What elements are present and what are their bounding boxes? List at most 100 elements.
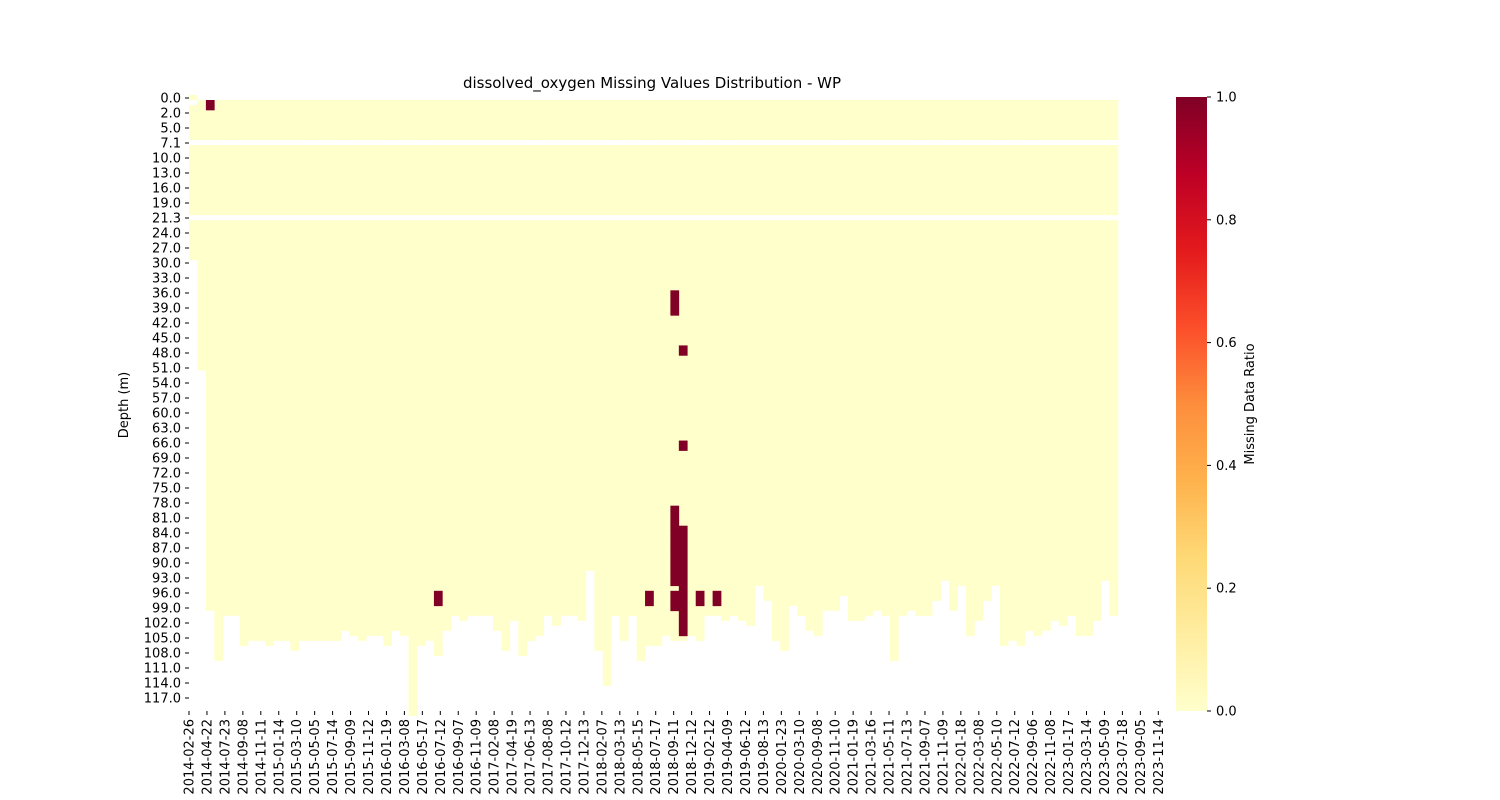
y-tick-label: 21.3 — [152, 212, 181, 227]
x-tick-label: 2018-07-17 — [649, 719, 664, 795]
heatmap-cell-block — [552, 145, 561, 216]
heatmap-cell-block — [788, 220, 798, 606]
heatmap-cell-block — [535, 100, 545, 141]
heatmap-cell-block — [231, 100, 240, 141]
heatmap-cell-block — [248, 220, 257, 641]
y-tick-label: 39.0 — [152, 302, 181, 317]
heatmap-cell-block — [493, 100, 502, 141]
x-tick-label: 2014-11-11 — [254, 719, 269, 795]
x-tick-label: 2016-05-17 — [416, 719, 431, 795]
heatmap-cell-block — [974, 100, 984, 141]
heatmap-cell-block — [619, 220, 629, 641]
heatmap-cell-block — [805, 220, 815, 631]
heatmap-cell-block — [324, 100, 333, 141]
heatmap-cell-block — [239, 220, 249, 646]
x-tick-label: 2014-02-26 — [183, 719, 198, 795]
heatmap-cell-block — [1109, 145, 1119, 216]
missing-cell — [670, 565, 680, 572]
heatmap-cell-block — [932, 100, 941, 141]
y-tick-label: 27.0 — [152, 242, 181, 257]
heatmap-cell-block — [357, 145, 367, 216]
heatmap-cell-block — [797, 145, 806, 216]
heatmap-cell-block — [1050, 100, 1060, 141]
x-tick-label: 2019-06-12 — [739, 719, 754, 795]
x-tick-label: 2014-07-23 — [218, 719, 233, 795]
missing-cell — [670, 525, 680, 532]
heatmap-cell-block — [695, 220, 705, 641]
x-tick-label: 2018-03-13 — [613, 719, 628, 795]
heatmap-cell-block — [366, 220, 376, 636]
heatmap-cell-block — [332, 220, 342, 641]
heatmap-cell-block — [923, 145, 933, 216]
y-tick-label: 36.0 — [152, 287, 181, 302]
x-tick-label: 2015-11-12 — [362, 719, 377, 795]
heatmap-cell-block — [949, 100, 958, 141]
heatmap-cell-block — [349, 145, 359, 216]
heatmap-cell-block — [214, 145, 224, 216]
heatmap-cell-block — [704, 220, 713, 616]
heatmap-cell-block — [678, 100, 688, 141]
missing-cell — [678, 625, 688, 632]
heatmap-cell-block — [628, 145, 637, 216]
heatmap-cell-block — [298, 145, 308, 216]
heatmap-cell-block — [205, 100, 215, 141]
heatmap-cell-block — [906, 100, 916, 141]
heatmap-cell-block — [1058, 220, 1068, 626]
heatmap-cell-block — [543, 220, 553, 616]
heatmap-cell-block — [687, 220, 697, 636]
heatmap-cell-block — [1084, 100, 1093, 141]
x-tick-label: 2015-05-05 — [308, 719, 323, 795]
heatmap-cell-block — [915, 145, 925, 216]
y-tick-label: 30.0 — [152, 257, 181, 272]
heatmap-cell-block — [476, 100, 485, 141]
heatmap-cell-block — [1075, 220, 1085, 636]
y-tick-label: 84.0 — [152, 527, 181, 542]
x-tick-label: 2022-09-06 — [1026, 719, 1041, 795]
y-tick-label: 81.0 — [152, 512, 181, 527]
heatmap-cell-block — [273, 220, 283, 641]
y-tick-label: 2.0 — [160, 107, 181, 122]
x-tick-label: 2021-07-13 — [901, 719, 916, 795]
heatmap-cell-block — [214, 100, 224, 141]
y-tick-label: 102.0 — [144, 617, 181, 632]
heatmap-cell-block — [1008, 100, 1017, 141]
heatmap-cell-block — [509, 100, 519, 141]
heatmap-cell-block — [737, 220, 747, 621]
missing-cell — [678, 530, 688, 537]
heatmap-cell-block — [889, 220, 899, 661]
y-axis-label: Depth (m) — [117, 372, 132, 439]
x-tick-label: 2018-02-07 — [595, 719, 610, 795]
heatmap-cell-block — [864, 220, 874, 616]
y-tick-label: 117.0 — [144, 692, 181, 707]
heatmap-cell-block — [712, 145, 722, 216]
heatmap-cell-block — [873, 145, 882, 216]
heatmap-cell-block — [501, 220, 511, 651]
heatmap-cell-block — [383, 145, 392, 216]
heatmap-cell-block — [349, 100, 359, 141]
heatmap-cell-block — [780, 145, 789, 216]
heatmap-cell-block — [1067, 145, 1077, 216]
heatmap-cell-block — [780, 220, 789, 651]
heatmap-cell-block — [357, 100, 367, 141]
missing-cell — [678, 615, 688, 622]
missing-cell — [695, 590, 705, 597]
heatmap-cell-block — [493, 220, 502, 631]
heatmap-cell-block — [1101, 220, 1110, 581]
heatmap-cell-block — [442, 100, 452, 141]
x-tick-label: 2021-11-09 — [936, 719, 951, 795]
x-tick-label: 2022-01-18 — [954, 719, 969, 795]
heatmap-cell-block — [349, 220, 359, 636]
y-tick-label: 99.0 — [152, 602, 181, 617]
x-tick-label: 2018-09-11 — [667, 719, 682, 795]
heatmap-cell-block — [940, 145, 950, 216]
x-tick-label: 2020-11-10 — [829, 719, 844, 795]
heatmap-cell-block — [754, 100, 764, 141]
missing-cell — [678, 540, 688, 547]
x-tick-label: 2017-04-19 — [506, 719, 521, 795]
heatmap-cell-block — [341, 220, 350, 631]
missing-cell — [678, 440, 688, 446]
heatmap-cell-block — [298, 100, 308, 141]
heatmap-cell-block — [442, 145, 452, 216]
heatmap-cell-block — [830, 220, 840, 611]
heatmap-cell-block — [281, 220, 291, 641]
